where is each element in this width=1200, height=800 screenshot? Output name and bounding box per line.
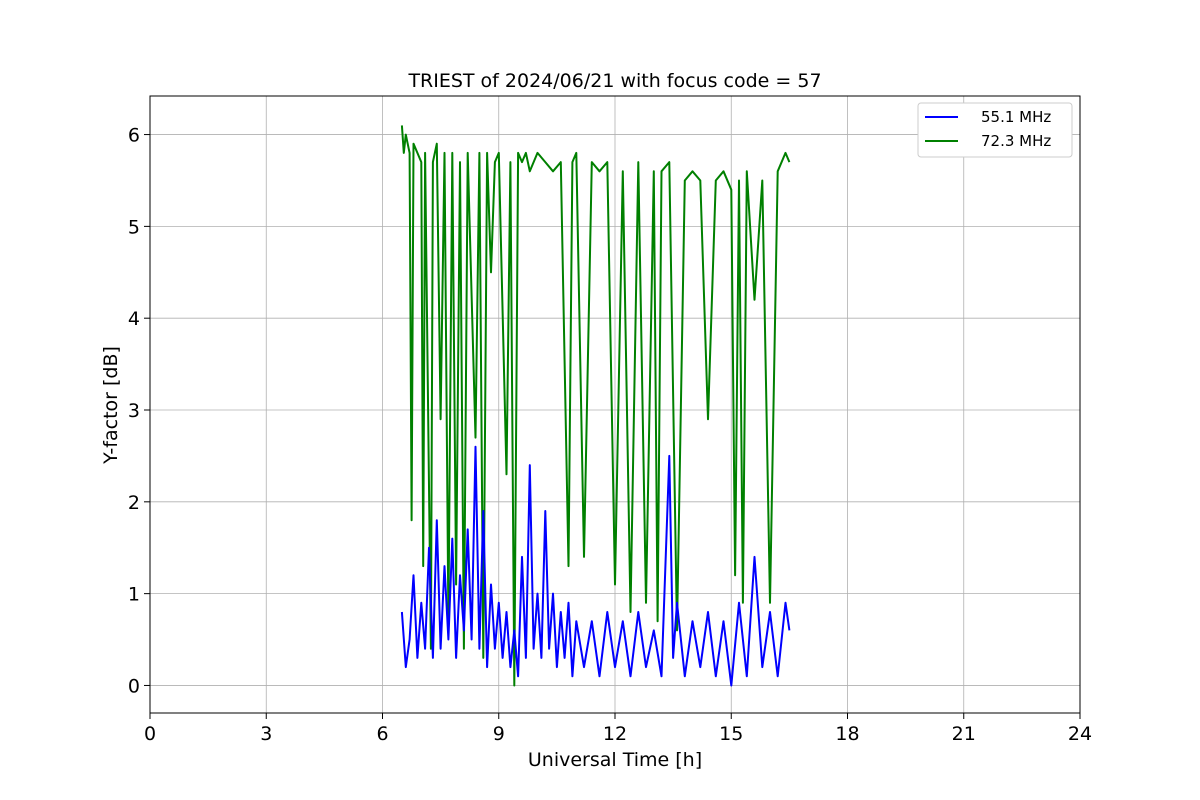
x-tick-label: 9 xyxy=(493,723,505,745)
x-tick-label: 24 xyxy=(1068,723,1092,745)
legend-label-55: 55.1 MHz xyxy=(981,108,1051,126)
series-line-55-1-mhz xyxy=(400,445,791,687)
y-tick-label: 5 xyxy=(128,216,140,238)
x-tick-label: 6 xyxy=(376,723,388,745)
grid xyxy=(149,96,1081,713)
y-tick-label: 1 xyxy=(128,584,140,606)
x-tick-label: 0 xyxy=(144,723,156,745)
y-tick-label: 0 xyxy=(128,675,140,697)
y-tick-label: 3 xyxy=(128,400,140,422)
series-layer xyxy=(400,125,791,687)
legend: 55.1 MHz 72.3 MHz xyxy=(917,102,1073,158)
x-axis-label: Universal Time [h] xyxy=(528,749,702,771)
y-axis-label: Y-factor [dB] xyxy=(100,346,122,465)
y-tick-label: 2 xyxy=(128,492,140,514)
x-tick-label: 18 xyxy=(835,723,859,745)
x-tick-label: 21 xyxy=(952,723,976,745)
legend-label-72: 72.3 MHz xyxy=(981,132,1051,150)
x-tick-label: 3 xyxy=(260,723,272,745)
x-tick-label: 12 xyxy=(603,723,627,745)
y-tick-label: 4 xyxy=(128,308,140,330)
x-tick-label: 15 xyxy=(719,723,743,745)
chart-title: TRIEST of 2024/06/21 with focus code = 5… xyxy=(407,70,821,92)
y-tick-label: 6 xyxy=(128,125,140,147)
series-line-72-3-mhz xyxy=(400,125,791,687)
